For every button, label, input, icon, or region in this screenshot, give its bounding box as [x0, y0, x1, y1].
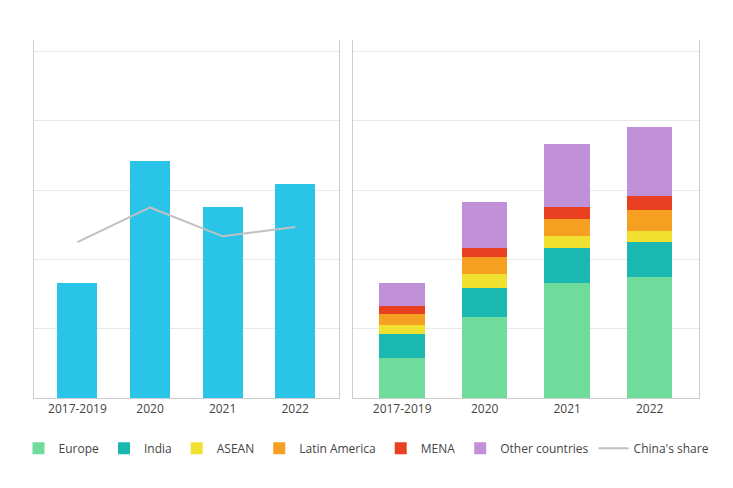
svg-text:China's share: China's share	[634, 440, 709, 457]
svg-text:2017-2019: 2017-2019	[373, 400, 432, 417]
svg-text:2021: 2021	[209, 400, 236, 417]
svg-text:2020: 2020	[136, 400, 164, 417]
svg-text:Europe: Europe	[59, 440, 99, 457]
svg-text:Latin America: Latin America	[299, 440, 376, 457]
svg-text:2020: 2020	[471, 400, 499, 417]
svg-text:2022: 2022	[281, 400, 309, 417]
svg-text:MENA: MENA	[421, 440, 455, 457]
svg-text:2022: 2022	[636, 400, 664, 417]
svg-text:India: India	[144, 440, 172, 457]
svg-text:2021: 2021	[553, 400, 580, 417]
svg-text:Other countries: Other countries	[500, 440, 588, 457]
svg-text:ASEAN: ASEAN	[217, 440, 254, 457]
svg-text:2017-2019: 2017-2019	[48, 400, 107, 417]
